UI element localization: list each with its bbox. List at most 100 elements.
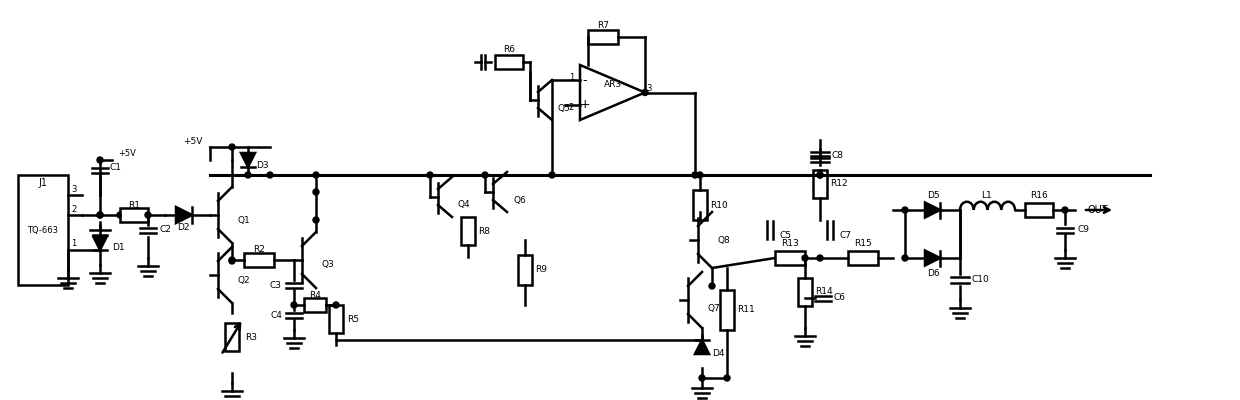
Circle shape	[709, 283, 715, 289]
Bar	[304, 298, 326, 312]
Text: R16: R16	[1030, 192, 1048, 200]
Text: C8: C8	[832, 150, 844, 160]
Circle shape	[642, 90, 649, 96]
Polygon shape	[925, 250, 940, 266]
Text: Q5: Q5	[558, 104, 570, 112]
Text: C3: C3	[270, 280, 281, 290]
Polygon shape	[93, 237, 107, 250]
Text: OUT: OUT	[1087, 205, 1107, 215]
Circle shape	[229, 258, 236, 264]
Bar	[120, 208, 148, 222]
Text: R8: R8	[477, 226, 490, 236]
Circle shape	[1061, 207, 1068, 213]
Bar	[848, 251, 878, 265]
Text: 3: 3	[72, 184, 77, 194]
Text: 1: 1	[72, 240, 77, 248]
Text: D6: D6	[926, 270, 940, 278]
Text: Q2: Q2	[238, 276, 250, 284]
Text: D5: D5	[926, 192, 940, 200]
Text: TQ-663: TQ-663	[27, 226, 58, 234]
Circle shape	[229, 257, 236, 263]
Polygon shape	[241, 153, 255, 167]
Text: Q4: Q4	[458, 200, 471, 210]
Circle shape	[117, 212, 123, 218]
Text: D1: D1	[112, 244, 125, 252]
Circle shape	[145, 212, 151, 218]
Bar	[799, 278, 812, 306]
Circle shape	[312, 189, 319, 195]
Text: AR3: AR3	[604, 80, 621, 89]
Text: C7: C7	[839, 232, 852, 240]
Circle shape	[291, 302, 298, 308]
Polygon shape	[176, 207, 192, 223]
Polygon shape	[694, 340, 709, 354]
Text: 2: 2	[72, 204, 77, 214]
Text: C9: C9	[1078, 226, 1089, 234]
Text: R7: R7	[596, 20, 609, 30]
Circle shape	[97, 212, 103, 218]
Text: D3: D3	[255, 160, 269, 170]
Text: J1: J1	[38, 178, 47, 188]
Text: Q8: Q8	[718, 236, 730, 244]
Circle shape	[229, 144, 236, 150]
Text: R2: R2	[253, 246, 265, 254]
Circle shape	[697, 172, 703, 178]
Text: R4: R4	[309, 290, 321, 300]
Text: C4: C4	[270, 310, 281, 320]
Text: R15: R15	[854, 240, 872, 248]
Text: R13: R13	[781, 240, 799, 248]
Circle shape	[699, 375, 706, 381]
Text: R10: R10	[711, 200, 728, 210]
Circle shape	[97, 157, 103, 163]
Text: Q1: Q1	[238, 216, 250, 224]
Bar	[588, 30, 618, 44]
Circle shape	[817, 172, 823, 178]
Text: L1: L1	[982, 192, 992, 200]
Text: +5V: +5V	[118, 148, 136, 158]
Text: C5: C5	[780, 232, 792, 240]
Circle shape	[312, 172, 319, 178]
Bar	[461, 217, 475, 245]
Bar	[813, 170, 827, 198]
Text: C10: C10	[972, 276, 990, 284]
Text: Q7: Q7	[708, 304, 720, 312]
Circle shape	[901, 255, 908, 261]
Bar	[720, 290, 734, 330]
Text: C6: C6	[833, 294, 844, 302]
Circle shape	[312, 217, 319, 223]
Circle shape	[97, 212, 103, 218]
Bar	[244, 253, 274, 267]
Circle shape	[817, 255, 823, 261]
Text: D2: D2	[177, 224, 190, 232]
Bar	[224, 323, 239, 351]
Text: 2: 2	[569, 103, 574, 112]
Text: R3: R3	[246, 332, 257, 342]
Circle shape	[267, 172, 273, 178]
Circle shape	[802, 255, 808, 261]
Text: R1: R1	[128, 200, 140, 210]
Bar	[19, 175, 68, 285]
Circle shape	[427, 172, 433, 178]
Circle shape	[724, 375, 730, 381]
Text: R12: R12	[830, 180, 848, 188]
Text: C1: C1	[110, 164, 122, 172]
Circle shape	[549, 172, 556, 178]
Text: Q6: Q6	[513, 196, 526, 204]
Text: D4: D4	[712, 350, 724, 358]
Circle shape	[817, 172, 823, 178]
Bar	[1025, 203, 1053, 217]
Text: +: +	[579, 98, 590, 111]
Text: R5: R5	[347, 314, 360, 324]
Circle shape	[246, 172, 250, 178]
Circle shape	[334, 302, 339, 308]
Bar	[775, 251, 805, 265]
Bar	[495, 55, 523, 69]
Text: Q3: Q3	[322, 260, 335, 270]
Text: R14: R14	[815, 288, 832, 296]
Circle shape	[482, 172, 489, 178]
Text: 3: 3	[646, 84, 652, 93]
Circle shape	[901, 207, 908, 213]
Text: R11: R11	[737, 306, 755, 314]
Bar	[518, 255, 532, 285]
Polygon shape	[925, 202, 940, 218]
